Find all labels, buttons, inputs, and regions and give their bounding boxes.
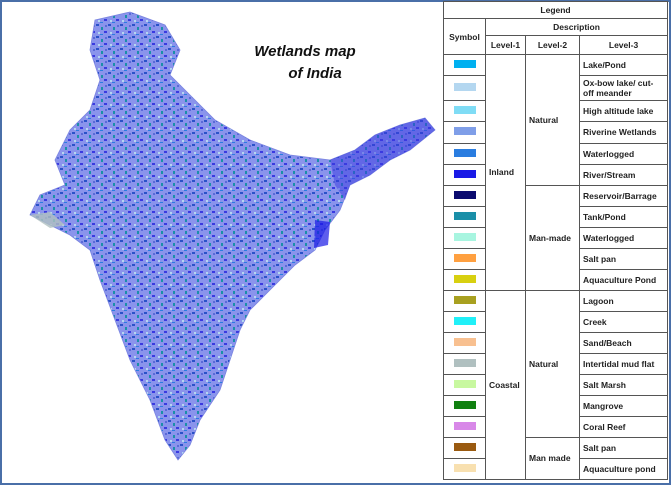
northeast-region: [330, 118, 435, 200]
level3-cell: Waterlogged: [578, 142, 669, 165]
legend-row: Coastal Natural Lagoon: [443, 289, 669, 481]
legend-swatch: [453, 421, 476, 430]
legend-row: Ox-bow lake/ cut-off meander: [443, 75, 669, 102]
legend-swatch: [453, 127, 476, 136]
level-header: Level-1: [485, 35, 526, 55]
legend-row: Sand/Beach: [443, 331, 669, 354]
level3-cell: Mangrove: [578, 394, 669, 417]
legend-body: Inland Natural Lake/Pond Ox-bow lake/ cut-o…: [443, 53, 669, 481]
legend-swatch: [453, 442, 476, 451]
symbol-cell: [443, 100, 486, 123]
level1-cell: Inland: [485, 54, 526, 291]
symbol-cell: [443, 226, 486, 249]
level3-cell: Lake/Pond: [578, 53, 669, 77]
symbol-cell: [443, 415, 486, 438]
legend-swatch: [453, 211, 476, 220]
legend-swatch: [453, 274, 476, 283]
legend-row: Mangrove: [443, 394, 669, 417]
symbol-cell: [443, 331, 486, 354]
symbol-cell: [443, 352, 486, 375]
legend-row: Salt Marsh: [443, 373, 669, 396]
level3-cell: Riverine Wetlands: [578, 121, 669, 144]
symbol-cell: [443, 394, 486, 417]
level2-cell: Natural: [525, 54, 580, 186]
legend-row: Man-made Reservoir/Barrage: [443, 184, 669, 291]
level3-cell: Salt pan: [578, 436, 669, 459]
legend-title: Legend: [442, 1, 669, 19]
level3-cell: Ox-bow lake/ cut-off meander: [578, 75, 669, 102]
legend-swatch: [453, 358, 476, 367]
symbol-cell: [443, 289, 486, 312]
symbol-cell: [443, 436, 486, 459]
symbol-cell: [443, 75, 486, 102]
legend-row: Man made Salt pan: [443, 436, 669, 481]
map-title: Wetlands map: [254, 43, 355, 60]
level3-cell: High altitude lake: [578, 100, 669, 123]
legend-row: Aquaculture pond: [443, 457, 669, 481]
legend-swatch: [453, 190, 476, 199]
legend-row: Aquaculture Pond: [443, 268, 669, 291]
east-coast: [314, 220, 330, 248]
level2-cell: Natural: [525, 289, 580, 438]
legend-swatch: [453, 169, 476, 178]
level1-cell: Coastal: [485, 289, 526, 481]
symbol-cell: [443, 163, 486, 186]
level3-cell: Aquaculture pond: [578, 457, 669, 481]
level3-cell: Coral Reef: [578, 415, 669, 438]
legend-swatch: [453, 253, 476, 262]
level3-cell: Creek: [578, 310, 669, 333]
gujarat-region: [30, 212, 65, 228]
symbol-cell: [443, 373, 486, 396]
description-header: Description: [484, 18, 669, 36]
legend-swatch: [453, 316, 476, 325]
level2-cell: Man made: [525, 436, 580, 481]
level-header: Level-3: [578, 35, 669, 55]
map: Wetlands map of India: [29, 11, 436, 461]
legend-swatch: [453, 60, 476, 68]
legend-row: Intertidal mud flat: [443, 352, 669, 375]
legend-swatch: [453, 337, 476, 346]
level3-cell: Lagoon: [578, 289, 669, 312]
legend-row: Inland Natural Lake/Pond: [443, 53, 669, 291]
symbol-cell: [443, 247, 486, 270]
level3-cell: Sand/Beach: [578, 331, 669, 354]
symbol-cell: [443, 268, 486, 291]
level3-cell: Reservoir/Barrage: [578, 184, 669, 207]
level3-cell: Tank/Pond: [578, 205, 669, 228]
legend-swatch: [453, 106, 476, 115]
level3-cell: Intertidal mud flat: [578, 352, 669, 375]
level3-cell: Aquaculture Pond: [578, 268, 669, 291]
level3-cell: Waterlogged: [578, 226, 669, 249]
symbol-cell: [443, 184, 486, 207]
legend-swatch: [453, 463, 476, 472]
level3-cell: River/Stream: [578, 163, 669, 186]
level3-cell: Salt pan: [578, 247, 669, 270]
legend-swatch: [453, 232, 476, 241]
symbol-cell: [443, 142, 486, 165]
symbol-header: Symbol: [443, 18, 486, 55]
india-outline: [29, 11, 436, 461]
legend-swatch: [453, 379, 476, 388]
legend-swatch: [453, 148, 476, 157]
legend-table: Legend Symbol Description Level-1 Level-…: [442, 1, 669, 481]
symbol-cell: [443, 121, 486, 144]
map-title: of India: [288, 65, 341, 82]
level-header: Level-2: [525, 35, 580, 55]
symbol-cell: [443, 310, 486, 333]
legend-swatch: [453, 83, 476, 92]
legend-row: Tank/Pond: [443, 205, 669, 228]
legend-swatch: [453, 295, 476, 304]
symbol-cell: [443, 457, 486, 481]
symbol-cell: [443, 53, 486, 77]
legend-row: River/Stream: [443, 163, 669, 186]
legend-row: Creek: [443, 310, 669, 333]
level2-cell: Man-made: [525, 184, 580, 291]
symbol-cell: [443, 205, 486, 228]
level3-cell: Salt Marsh: [578, 373, 669, 396]
legend-swatch: [453, 400, 476, 409]
